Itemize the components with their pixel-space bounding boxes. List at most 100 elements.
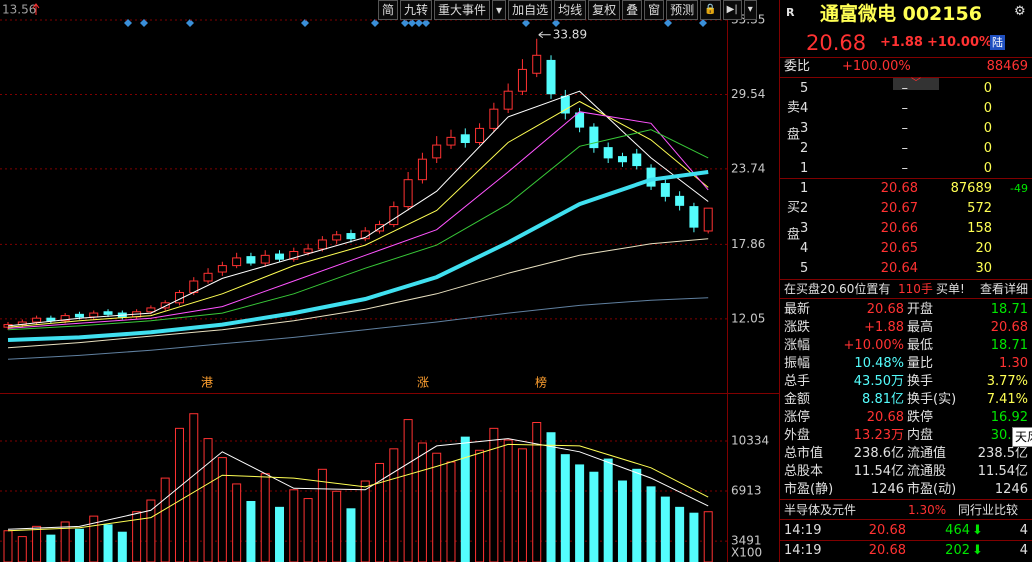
- moving-average-line: [7, 297, 709, 360]
- volume-bar: [632, 468, 642, 562]
- toolbar-button[interactable]: 窗: [644, 0, 665, 20]
- volume-bar: [475, 449, 485, 562]
- toolbar-button[interactable]: 均线: [554, 0, 587, 20]
- y-tick-label: 17.86: [731, 237, 765, 251]
- icon-button[interactable]: ▾: [743, 0, 757, 20]
- stat-value: 16.92: [990, 410, 1028, 425]
- volume-bar: [174, 427, 184, 562]
- candle-body: [232, 257, 242, 267]
- stat-value: 1246: [870, 482, 904, 497]
- trade-count: 4: [1019, 523, 1028, 538]
- level: 2: [800, 201, 809, 216]
- stat-value: 20.68: [866, 410, 904, 425]
- candle-body: [74, 313, 84, 318]
- stat-value: 18.71: [990, 302, 1028, 317]
- volume-bar: [117, 531, 127, 562]
- stat-label: 量比: [907, 356, 934, 371]
- event-label: 涨: [417, 375, 429, 390]
- stat-label: 内盘: [907, 428, 934, 443]
- candle-body: [503, 90, 513, 110]
- toolbar-button[interactable]: 简: [378, 0, 399, 20]
- toolbar-button[interactable]: 复权: [588, 0, 621, 20]
- overlay-tag: 天风: [1012, 427, 1032, 447]
- volume-bar: [703, 511, 713, 562]
- volume-bar: [532, 422, 542, 562]
- volume-bar: [432, 452, 442, 562]
- unit-label: X100: [731, 546, 762, 560]
- toolbar-button[interactable]: 叠: [622, 0, 643, 20]
- volume-bar: [689, 512, 699, 562]
- stat-label: 换手: [907, 374, 934, 389]
- sell-volume: 0: [983, 81, 992, 96]
- volume-bar: [317, 468, 327, 562]
- candle-body: [217, 265, 227, 273]
- industry-link[interactable]: 同行业比较: [958, 503, 1019, 517]
- volume-bar: [146, 499, 156, 562]
- volume-bar: [32, 525, 42, 562]
- toolbar-button[interactable]: 加自选: [508, 0, 553, 20]
- candle-body: [703, 207, 713, 232]
- icon-button[interactable]: 🔒: [700, 0, 721, 20]
- dropdown-button[interactable]: ▾: [492, 0, 507, 20]
- candle-body: [403, 179, 413, 208]
- candle-body: [160, 302, 170, 309]
- trade-count: 4: [1019, 543, 1028, 558]
- event-marker: [522, 19, 530, 27]
- candle-body: [646, 167, 656, 187]
- volume-bar: [332, 490, 342, 562]
- candle-body: [675, 195, 685, 206]
- trade-price: 20.68: [868, 543, 906, 558]
- candle-body: [575, 112, 585, 128]
- volume-bar: [560, 454, 570, 562]
- sell-price: –: [901, 121, 909, 136]
- toolbar-button[interactable]: 预测: [666, 0, 699, 20]
- tag: 陆: [990, 35, 1005, 50]
- moving-average-line: [7, 111, 709, 329]
- candle-body: [532, 54, 542, 74]
- candle-body: [460, 134, 470, 143]
- toolbar-button[interactable]: 重大事件: [434, 0, 491, 20]
- stat-label: 涨幅: [784, 338, 811, 353]
- event-marker: [415, 19, 423, 27]
- trade-price: 20.68: [868, 523, 906, 538]
- y-tick-label: 23.74: [731, 161, 765, 175]
- candle-body: [317, 239, 327, 250]
- stat-label: 金额: [784, 392, 811, 407]
- volume-bar: [675, 506, 685, 562]
- candle-body: [146, 307, 156, 313]
- stat-value: 13.23万: [853, 428, 904, 443]
- candle-body: [589, 126, 599, 149]
- candle-body: [389, 206, 399, 226]
- candle-body: [417, 158, 427, 181]
- icon-button[interactable]: ▶|: [722, 0, 742, 20]
- event-marker: [422, 19, 430, 27]
- sell-price: –: [901, 81, 909, 96]
- volume-bar: [260, 473, 270, 562]
- level: 4: [800, 241, 809, 256]
- candle-body: [517, 68, 527, 92]
- chart: 13.5612.0517.8623.7429.5435.3533.89港涨榜34…: [0, 0, 780, 562]
- event-marker: [301, 19, 309, 27]
- volume-bar: [503, 439, 513, 562]
- volume-bar: [403, 419, 413, 562]
- dropdown-tab[interactable]: ﹀: [893, 78, 939, 90]
- stat-value: 238.5亿: [977, 446, 1028, 461]
- buy-volume: 87689: [950, 181, 992, 196]
- notice-qty: 110手: [898, 282, 933, 296]
- moving-average-line: [7, 443, 709, 532]
- volume-bar: [460, 436, 470, 562]
- stat-label: 振幅: [784, 356, 811, 371]
- y-tick-label: 10334: [731, 434, 769, 448]
- level: 3: [800, 121, 809, 136]
- candle-body: [32, 317, 42, 323]
- toolbar-button[interactable]: 九转: [400, 0, 433, 20]
- stat-label: 流通值: [907, 446, 947, 461]
- buy-volume: 20: [975, 241, 992, 256]
- stat-value: 238.6亿: [853, 446, 904, 461]
- candle-body: [246, 256, 256, 264]
- sell-price: –: [901, 161, 909, 176]
- notice-link[interactable]: 查看详细: [980, 282, 1029, 296]
- buy-price: 20.67: [880, 201, 918, 216]
- down-arrow-icon: ⬇: [972, 543, 983, 558]
